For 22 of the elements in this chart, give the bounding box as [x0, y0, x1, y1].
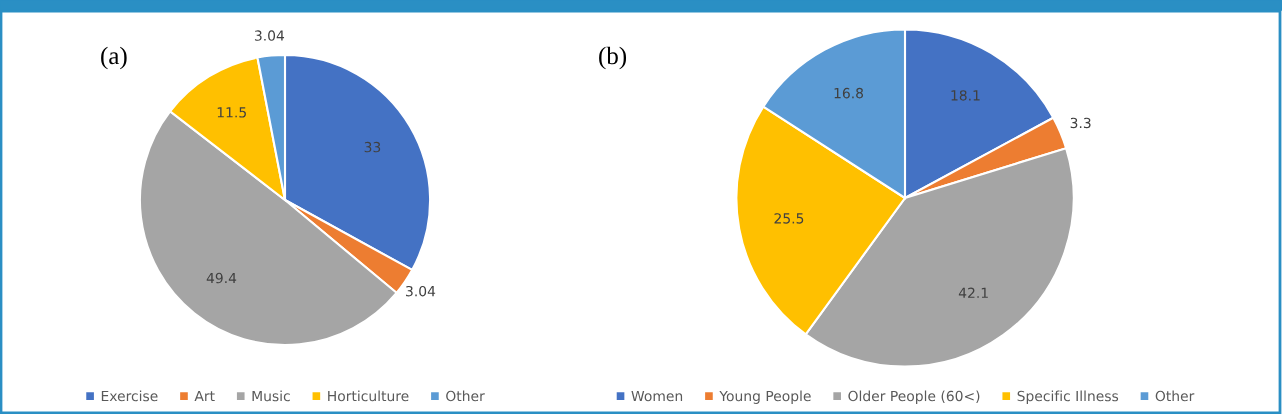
text: (a)	[101, 46, 127, 70]
data-label: 3.04	[406, 285, 436, 297]
legend-label: Young People	[719, 390, 811, 404]
data-label: 11.5	[217, 107, 246, 118]
text: (b)	[599, 46, 627, 70]
legend-label: Other	[1155, 390, 1195, 402]
legend-label: Art	[194, 390, 215, 402]
legend-label: Horticulture	[328, 390, 409, 402]
data-label: 49.4	[206, 272, 237, 284]
data-label: 16.8	[834, 87, 864, 99]
legend-label: Other	[446, 390, 485, 402]
data-label: 18.1	[951, 90, 980, 101]
legend-label: Music	[252, 390, 290, 402]
legend-label: Women	[631, 390, 683, 402]
data-label: 42.1	[958, 287, 988, 298]
data-label: 3.3	[1070, 117, 1091, 129]
data-label: 3.04	[254, 30, 285, 41]
data-label: 25.5	[774, 213, 804, 224]
legend-label: Older People (60<)	[848, 390, 980, 404]
data-label: 33	[364, 141, 381, 153]
legend-label: Exercise	[101, 390, 158, 402]
legend-label: Specific Illness	[1017, 390, 1119, 404]
